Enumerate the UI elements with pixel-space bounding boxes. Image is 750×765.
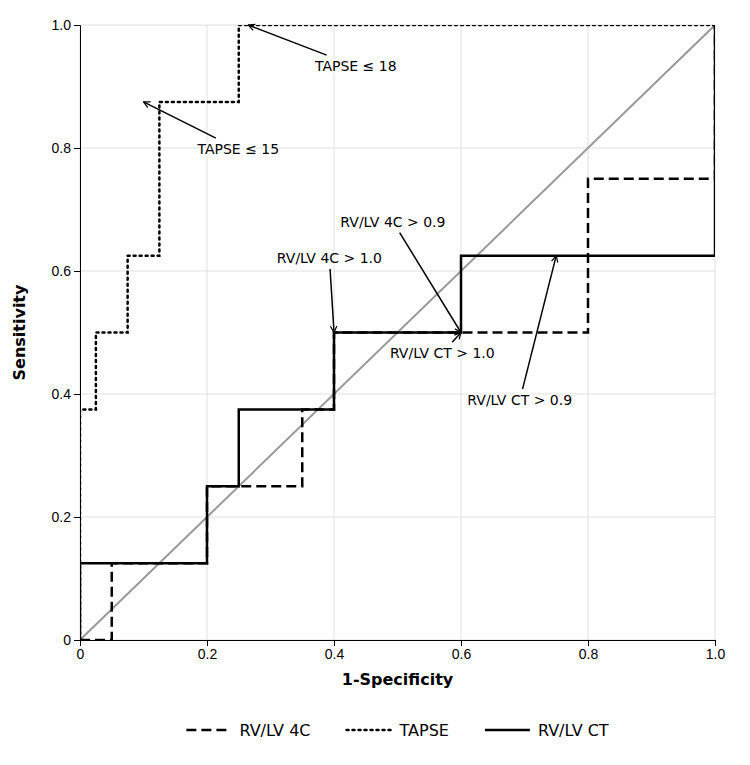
tick-label: 0 [63,632,71,648]
tick: 0.8 [579,640,599,662]
chart: 0 0.2 0.4 0.6 0.8 1.0 0 0.2 0.4 0.6 0.8 1.0 1-Specif… [0,0,750,765]
legend-swatch [186,729,231,732]
grid-line [80,394,715,395]
legend: RV/LV 4C TAPSE RV/LV CT [186,721,608,740]
tick-label: 0.6 [452,646,472,662]
tick-label: 0.6 [52,263,72,279]
tick: 0.4 [52,386,80,402]
tick-mark [74,148,80,149]
tick: 0 [63,632,80,648]
tick-mark [74,271,80,272]
axis-line [74,26,81,641]
tick: 0.6 [452,640,472,662]
roc-line [80,25,715,640]
legend-label: RV/LV CT [538,721,609,740]
tick: 0.6 [52,263,80,279]
grid-line [80,148,715,149]
tick-mark [74,517,80,518]
annotation-arrow [523,256,557,389]
tick: 0.2 [52,509,80,525]
tick-label: 1.0 [706,646,726,662]
tick: 0.2 [198,640,218,662]
legend-item: RV/LV 4C [186,721,310,740]
annotation-arrow [400,233,461,333]
x-axis-title: 1-Specificity [342,670,454,689]
grid-line [80,517,715,518]
annotation: RV/LV CT > 1.0 [390,345,495,361]
roc-line [80,25,715,640]
annotation-arrow [452,333,461,343]
tick: 0.4 [325,640,345,662]
x-axis: 0 0.2 0.4 0.6 0.8 1.0 [77,640,726,662]
tick: 1.0 [706,640,726,662]
annotation: RV/LV CT > 0.9 [467,392,572,408]
y-axis-title: Sensitivity [10,284,29,380]
tick-label: 0.8 [579,646,599,662]
legend-item: TAPSE [347,721,449,740]
tick-label: 1.0 [52,17,72,33]
grid-line [80,271,715,272]
tick-mark [74,394,80,395]
plot: 0 0.2 0.4 0.6 0.8 1.0 0 0.2 0.4 0.6 0.8 1.0 1-Specif… [10,17,725,689]
y-axis: 0 0.2 0.4 0.6 0.8 1.0 [52,17,81,648]
tick-label: 0.2 [198,646,218,662]
tick-label: 0.4 [325,646,345,662]
tick: 0.8 [52,140,80,156]
tick-label: 0 [77,646,85,662]
roc-line [80,25,715,640]
tick-label: 0.2 [52,509,72,525]
grid [80,25,715,640]
lines [80,25,715,640]
legend-label: TAPSE [399,721,449,740]
annotation-arrow [330,269,334,332]
legend-swatch [347,729,392,732]
tick-label: 0.4 [52,386,72,402]
annotation: RV/LV 4C > 0.9 [340,214,445,230]
annotations: TAPSE ≤ 18 TAPSE ≤ 15 RV/LV 4C > 0.9 RV/LV … [144,25,573,408]
annotation-arrow [144,102,216,138]
legend-swatch [485,729,530,732]
tick-mark [74,640,80,641]
annotation: TAPSE ≤ 18 [314,58,397,74]
legend-label: RV/LV 4C [239,721,310,740]
tick-label: 0.8 [52,140,72,156]
legend-item: RV/LV CT [485,721,609,740]
annotation: TAPSE ≤ 15 [196,141,279,157]
tick: 0 [77,640,85,662]
reference-line [80,25,715,640]
annotation: RV/LV 4C > 1.0 [277,250,382,266]
tick: 1.0 [52,17,80,33]
axis-line [81,641,716,647]
annotation-arrow [248,25,326,55]
tick-mark [74,25,80,26]
